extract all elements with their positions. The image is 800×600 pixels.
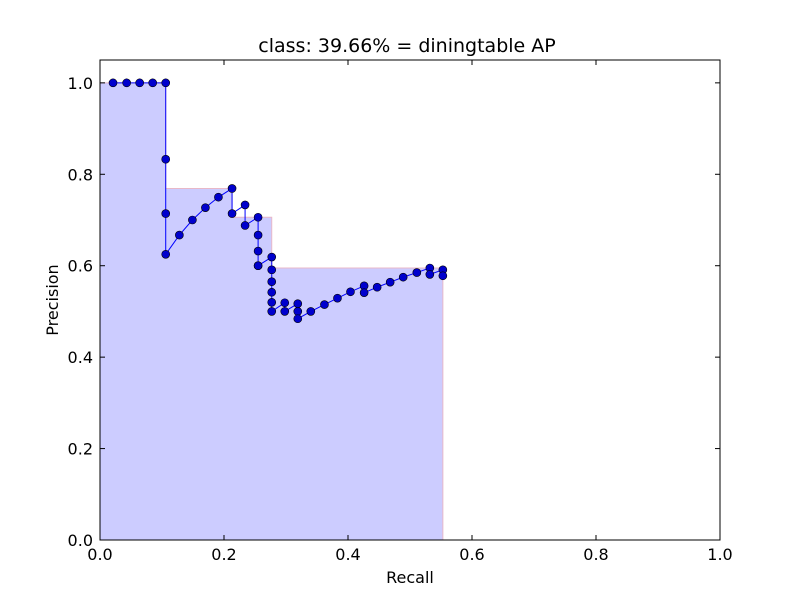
data-point [267,297,277,307]
data-point [161,209,171,218]
data-point [227,184,237,193]
data-point [214,192,223,202]
y-tick-label: 0.4 [68,348,93,367]
data-point [267,307,277,316]
data-point [425,270,435,279]
data-point [122,78,131,88]
data-point [438,271,448,281]
chart-title: class: 39.66% = diningtable AP [258,35,555,57]
data-point [201,203,210,212]
data-point [267,277,277,287]
data-point [253,230,263,240]
x-tick-label: 1.0 [707,545,732,564]
data-point [240,221,250,230]
y-tick-label: 0.2 [68,440,93,459]
data-point [293,314,303,324]
data-point [253,261,263,271]
data-point [320,300,329,309]
data-point [346,287,355,297]
y-tick-label: 1.0 [68,74,93,93]
data-point [267,252,277,262]
y-tick-label: 0.8 [68,165,93,184]
data-point [372,282,382,292]
tick-layer: 0.0 0.2 0.4 0.6 0.8 1.0 0.0 0.2 0.4 0.6 0.8 1.0 [68,60,733,564]
data-point [161,154,171,164]
y-tick-label: 0.0 [68,531,93,550]
data-point [359,288,369,297]
data-point [175,230,184,240]
y-axis-label: Precision [43,264,62,335]
data-point [108,78,118,88]
data-point [293,299,303,308]
x-tick-label: 0.8 [583,545,608,564]
data-point [240,200,250,210]
plot-frame [99,59,721,541]
data-point [161,78,171,88]
data-point [188,215,197,225]
y-tick-label: 0.6 [68,257,93,276]
data-point [227,209,237,218]
x-tick-label: 0.2 [211,545,236,564]
data-point [412,268,422,277]
data-point [148,78,157,88]
x-tick-label: 0.4 [335,545,360,564]
x-tick-label: 0.0 [87,545,112,564]
data-point [385,277,395,287]
data-point [280,307,290,316]
data-point [293,307,303,316]
data-point [267,287,277,297]
data-point [333,293,342,303]
data-point [161,249,171,259]
data-point [253,246,263,256]
data-point [280,298,290,308]
data-point [135,78,144,88]
data-point [253,212,263,222]
data-point [267,265,277,275]
x-axis-label: Recall [386,568,434,587]
data-point [398,272,408,282]
data-point [306,307,316,316]
series-layer [108,78,448,324]
x-tick-label: 0.6 [459,545,484,564]
